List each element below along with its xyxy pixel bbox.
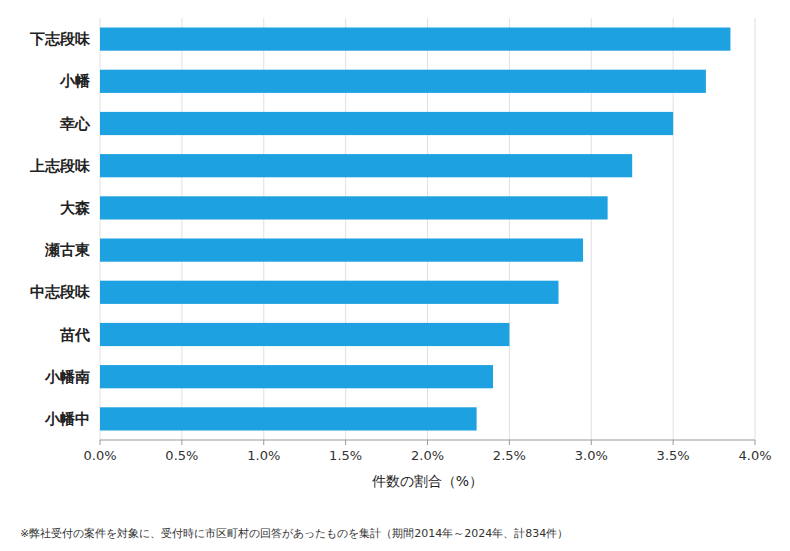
bar — [100, 365, 493, 388]
tick-label: 3.0% — [575, 448, 608, 463]
bar — [100, 407, 477, 430]
bar — [100, 238, 583, 261]
tick-mark — [345, 440, 346, 445]
bar — [100, 154, 632, 177]
chart-container: 0.0%0.5%1.0%1.5%2.0%2.5%3.0%3.5%4.0%小幡中小… — [0, 0, 790, 551]
bar — [100, 281, 559, 304]
grid — [100, 18, 755, 440]
x-axis: 0.0% 0.5% 1.0% 1.5% 2.0% 2.5% 3.0% 3.5% 4.0% — [83, 440, 771, 463]
tick-label: 0.5% — [165, 448, 198, 463]
tick-label: 0.0% — [83, 448, 116, 463]
tick-mark — [591, 440, 592, 445]
category-label: 瀬古東 — [44, 241, 91, 259]
chart-svg: 0.0%0.5%1.0%1.5%2.0%2.5%3.0%3.5%4.0%小幡中小… — [0, 0, 790, 551]
tick-mark — [755, 440, 756, 445]
tick-label: 2.0% — [411, 448, 444, 463]
bar — [100, 112, 673, 135]
bars — [100, 27, 730, 430]
tick-mark — [673, 440, 674, 445]
x-axis-line — [100, 440, 755, 441]
category-label: 上志段味 — [29, 157, 91, 175]
category-label: 苗代 — [59, 326, 90, 344]
y-axis: 小幡中 小幡南 苗代 中志段味 瀬古東 大森 上志段味 幸心 小幡 下志段味 — [29, 30, 91, 428]
x-axis-label: 件数の割合（%） — [372, 473, 483, 489]
bar — [100, 323, 509, 346]
category-label: 小幡中 — [44, 410, 90, 428]
category-label: 小幡南 — [44, 368, 90, 386]
category-label: 大森 — [60, 199, 91, 217]
bar — [100, 196, 608, 219]
tick-mark — [181, 440, 182, 445]
tick-mark — [263, 440, 264, 445]
tick-label: 3.5% — [657, 448, 690, 463]
tick-label: 1.0% — [247, 448, 280, 463]
category-label: 幸心 — [59, 115, 91, 133]
footnote: ※弊社受付の案件を対象に、受付時に市区町村の回答があったものを集計（期間2014… — [20, 527, 568, 540]
category-label: 中志段味 — [30, 283, 91, 301]
category-label: 小幡 — [59, 72, 91, 90]
tick-mark — [100, 440, 101, 445]
bar — [100, 70, 706, 93]
bar — [100, 27, 730, 50]
category-label: 下志段味 — [29, 30, 91, 48]
grid-line — [755, 18, 756, 440]
tick-mark — [427, 440, 428, 445]
tick-label: 2.5% — [493, 448, 526, 463]
tick-label: 4.0% — [738, 448, 771, 463]
background — [0, 0, 790, 551]
tick-label: 1.5% — [329, 448, 362, 463]
tick-mark — [509, 440, 510, 445]
